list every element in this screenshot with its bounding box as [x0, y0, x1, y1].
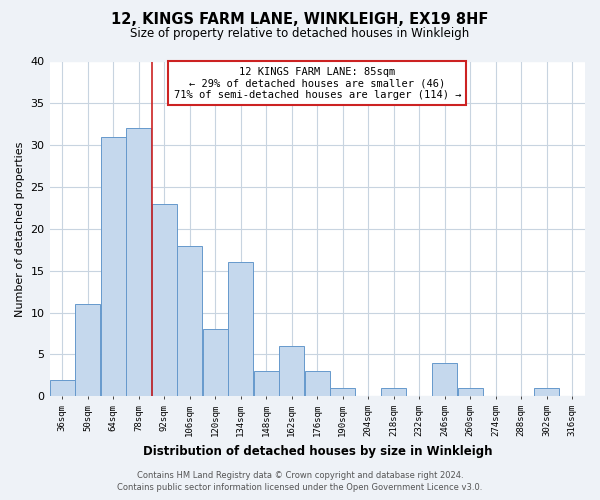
- Text: 12, KINGS FARM LANE, WINKLEIGH, EX19 8HF: 12, KINGS FARM LANE, WINKLEIGH, EX19 8HF: [112, 12, 488, 28]
- Bar: [458, 388, 483, 396]
- Bar: [203, 330, 228, 396]
- Bar: [152, 204, 177, 396]
- Bar: [254, 371, 279, 396]
- Bar: [381, 388, 406, 396]
- Bar: [127, 128, 151, 396]
- Bar: [50, 380, 75, 396]
- Text: 12 KINGS FARM LANE: 85sqm
← 29% of detached houses are smaller (46)
71% of semi-: 12 KINGS FARM LANE: 85sqm ← 29% of detac…: [173, 66, 461, 100]
- Bar: [178, 246, 202, 396]
- Bar: [279, 346, 304, 397]
- Text: Contains HM Land Registry data © Crown copyright and database right 2024.
Contai: Contains HM Land Registry data © Crown c…: [118, 471, 482, 492]
- Bar: [229, 262, 253, 396]
- Text: Size of property relative to detached houses in Winkleigh: Size of property relative to detached ho…: [130, 28, 470, 40]
- Bar: [76, 304, 100, 396]
- Bar: [101, 137, 126, 396]
- X-axis label: Distribution of detached houses by size in Winkleigh: Distribution of detached houses by size …: [143, 444, 492, 458]
- Bar: [305, 371, 330, 396]
- Bar: [432, 363, 457, 396]
- Bar: [330, 388, 355, 396]
- Y-axis label: Number of detached properties: Number of detached properties: [15, 141, 25, 316]
- Bar: [534, 388, 559, 396]
